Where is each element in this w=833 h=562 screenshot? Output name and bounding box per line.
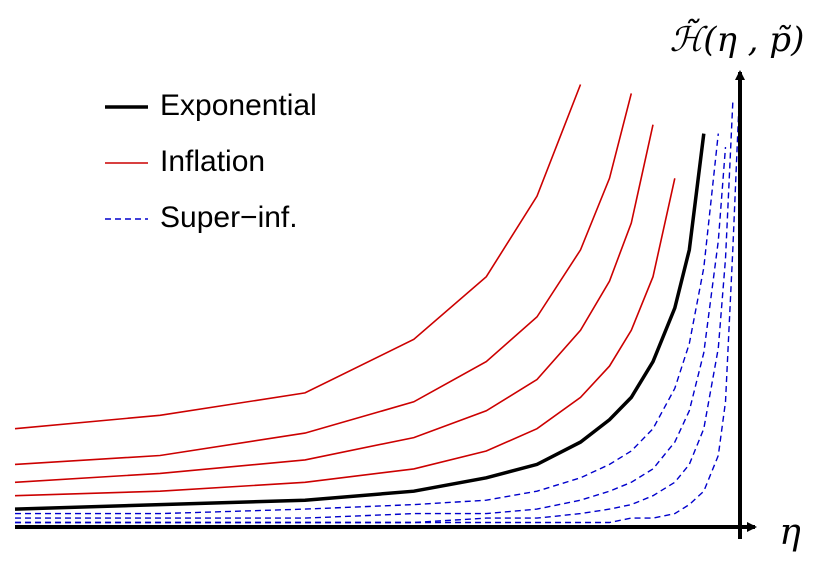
- curve: [15, 133, 719, 515]
- legend-label: Super−inf.: [160, 201, 298, 234]
- curve: [14, 124, 654, 484]
- curve: [14, 93, 633, 466]
- curve: [14, 178, 676, 497]
- y-axis-label: ℋ̃(η , p̃): [670, 18, 805, 60]
- legend-label: Exponential: [160, 89, 317, 122]
- curve: [14, 84, 582, 430]
- curve: [15, 79, 741, 524]
- curve: [14, 133, 706, 511]
- curve: [15, 102, 734, 524]
- curve: [15, 147, 727, 519]
- x-axis-label: η: [779, 512, 801, 553]
- legend-label: Inflation: [160, 145, 265, 178]
